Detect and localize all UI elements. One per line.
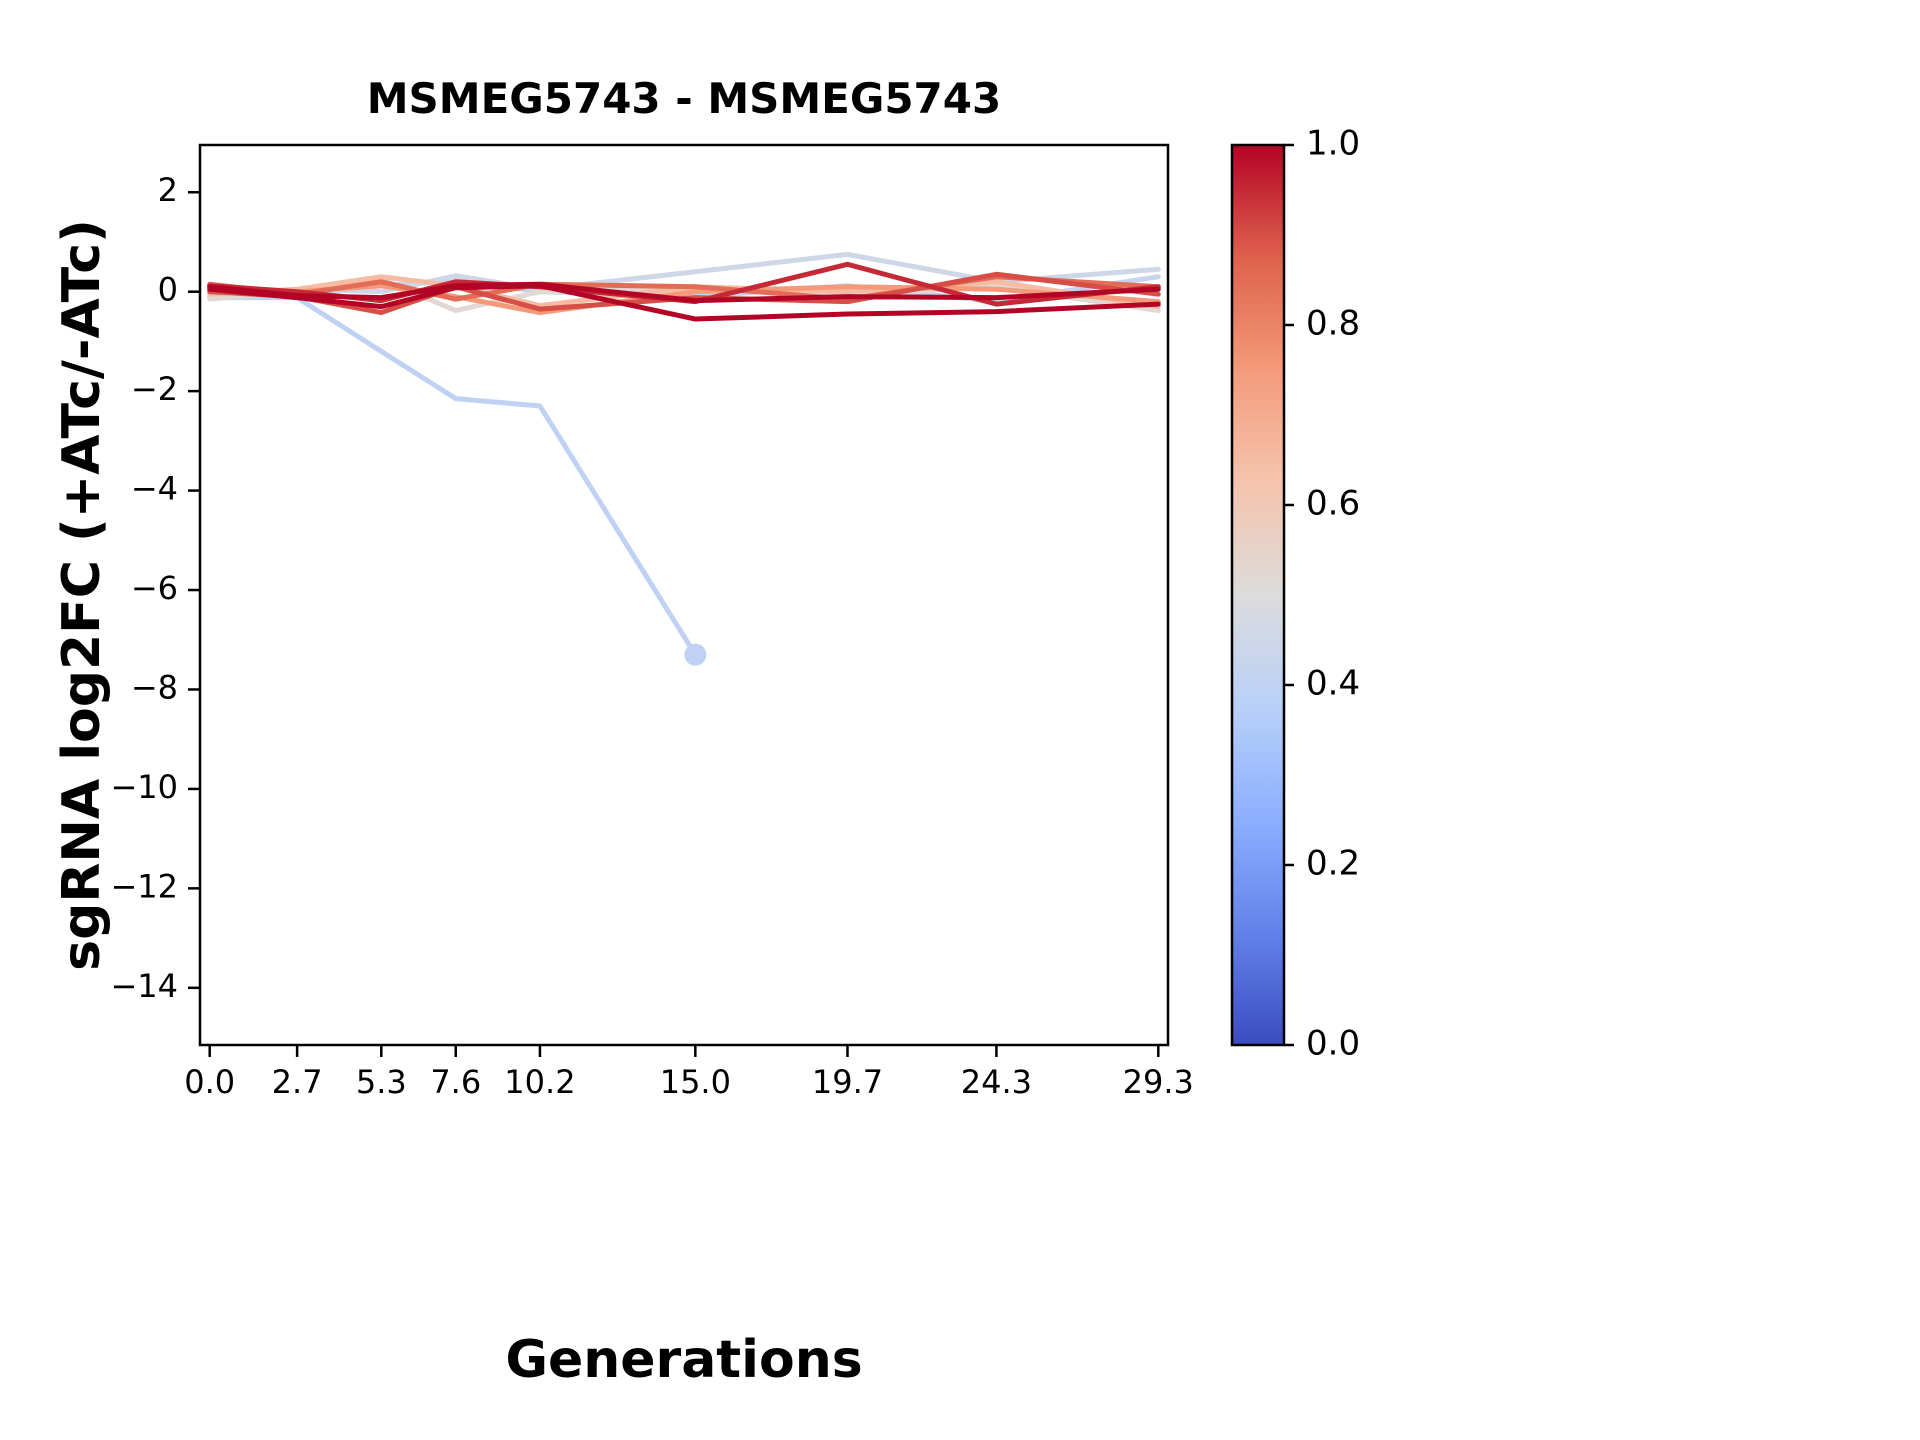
y-tick-label: −2 <box>131 370 178 408</box>
y-tick-label: −12 <box>110 867 178 905</box>
colorbar <box>1232 145 1284 1045</box>
colorbar-tick-label: 0.8 <box>1306 304 1360 344</box>
colorbar-tick-label: 0.0 <box>1306 1024 1360 1064</box>
y-axis-label: sgRNA log2FC (+ATc/-ATc) <box>52 219 112 971</box>
y-tick-label: 0 <box>158 271 178 309</box>
x-tick-label: 5.3 <box>356 1063 407 1101</box>
colorbar-tick-label: 1.0 <box>1306 124 1360 164</box>
x-tick-label: 19.7 <box>812 1063 883 1101</box>
x-tick-label: 29.3 <box>1123 1063 1194 1101</box>
y-tick-label: −10 <box>110 768 178 806</box>
x-axis-label: Generations <box>505 1330 863 1390</box>
x-tick-label: 15.0 <box>660 1063 731 1101</box>
series-line <box>207 283 1161 322</box>
series-end-marker <box>684 643 707 666</box>
series-line <box>207 295 698 658</box>
x-tick-label: 7.6 <box>430 1063 481 1101</box>
y-tick-label: 2 <box>158 171 178 209</box>
colorbar-outline <box>1230 143 1286 1047</box>
colorbar-tick-label: 0.6 <box>1306 484 1360 524</box>
chart-title: MSMEG5743 - MSMEG5743 <box>366 74 1002 123</box>
y-tick-label: −6 <box>131 569 178 607</box>
colorbar-tick-label: 0.4 <box>1306 664 1360 704</box>
y-tick-label: −8 <box>131 668 178 706</box>
x-tick-label: 2.7 <box>272 1063 323 1101</box>
series-group <box>207 251 1161 666</box>
axes-spines <box>198 143 1170 1047</box>
y-tick-label: −4 <box>131 470 178 508</box>
x-tick-label: 24.3 <box>961 1063 1032 1101</box>
y-tick-label: −14 <box>110 967 178 1005</box>
colorbar-tick-label: 0.2 <box>1306 844 1360 884</box>
x-tick-label: 10.2 <box>504 1063 575 1101</box>
x-tick-label: 0.0 <box>184 1063 235 1101</box>
